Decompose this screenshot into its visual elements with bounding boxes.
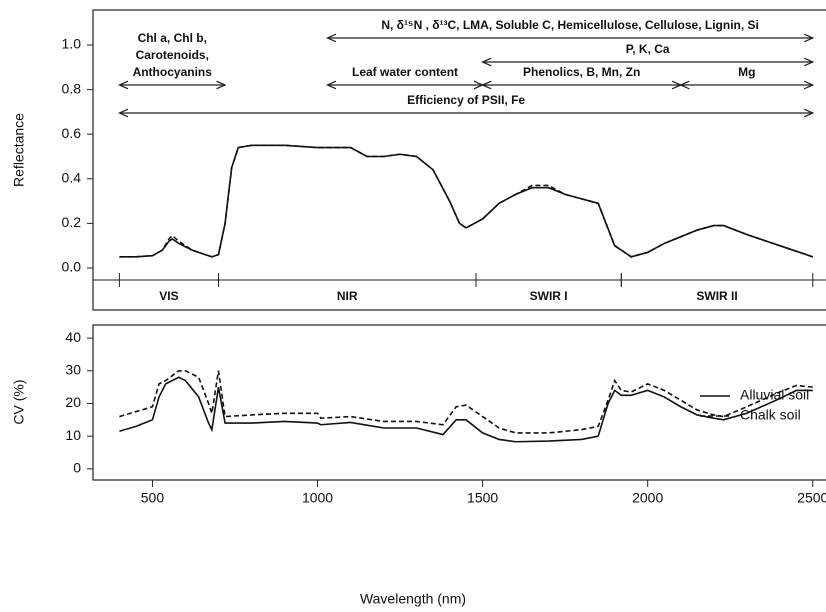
data-line bbox=[119, 369, 813, 434]
region-label: SWIR I bbox=[530, 289, 568, 303]
top-frame bbox=[92, 9, 826, 311]
y-tick-label: 0.2 bbox=[62, 214, 82, 230]
y-tick-label: 20 bbox=[65, 394, 81, 410]
data-line bbox=[119, 376, 813, 443]
y-tick-label: 40 bbox=[65, 329, 81, 345]
annotation-text: Phenolics, B, Mn, Zn bbox=[523, 65, 640, 79]
y-tick-label: 0 bbox=[73, 460, 81, 476]
y-tick-label: 10 bbox=[65, 427, 81, 443]
y-axis-title: Reflectance bbox=[11, 113, 27, 187]
legend-label: Alluvial soil bbox=[740, 387, 809, 403]
x-axis-title: Wavelength (nm) bbox=[360, 591, 466, 607]
y-tick-label: 30 bbox=[65, 361, 81, 377]
y-tick-label: 0.8 bbox=[62, 80, 82, 96]
x-tick-label: 1000 bbox=[302, 490, 333, 506]
annotation-text: Chl a, Chl b, bbox=[138, 31, 207, 45]
x-tick-label: 2000 bbox=[632, 490, 663, 506]
y-tick-label: 0.4 bbox=[62, 169, 82, 185]
annotation-text: Efficiency of PSII, Fe bbox=[407, 93, 525, 107]
y-tick-label: 0.0 bbox=[62, 259, 82, 275]
data-line bbox=[119, 144, 814, 258]
region-label: SWIR II bbox=[696, 289, 737, 303]
annotation-text: N, δ¹⁵N , δ¹³C, LMA, Soluble C, Hemicell… bbox=[381, 18, 759, 32]
x-tick-label: 500 bbox=[141, 490, 165, 506]
annotation-text: P, K, Ca bbox=[626, 42, 670, 56]
x-tick-label: 1500 bbox=[467, 490, 498, 506]
y-axis-title: CV (%) bbox=[11, 379, 27, 424]
region-label: VIS bbox=[159, 289, 178, 303]
region-label: NIR bbox=[337, 289, 358, 303]
y-tick-label: 1.0 bbox=[62, 36, 82, 52]
annotation-text: Carotenoids, bbox=[136, 48, 209, 62]
annotation-text: Leaf water content bbox=[352, 65, 458, 79]
legend-label: Chalk soil bbox=[740, 407, 801, 423]
data-line bbox=[119, 144, 814, 258]
y-tick-label: 0.6 bbox=[62, 125, 82, 141]
annotation-text: Mg bbox=[738, 65, 755, 79]
x-tick-label: 2500 bbox=[797, 490, 826, 506]
annotation-text: Anthocyanins bbox=[133, 65, 213, 79]
bottom-frame bbox=[92, 324, 826, 481]
